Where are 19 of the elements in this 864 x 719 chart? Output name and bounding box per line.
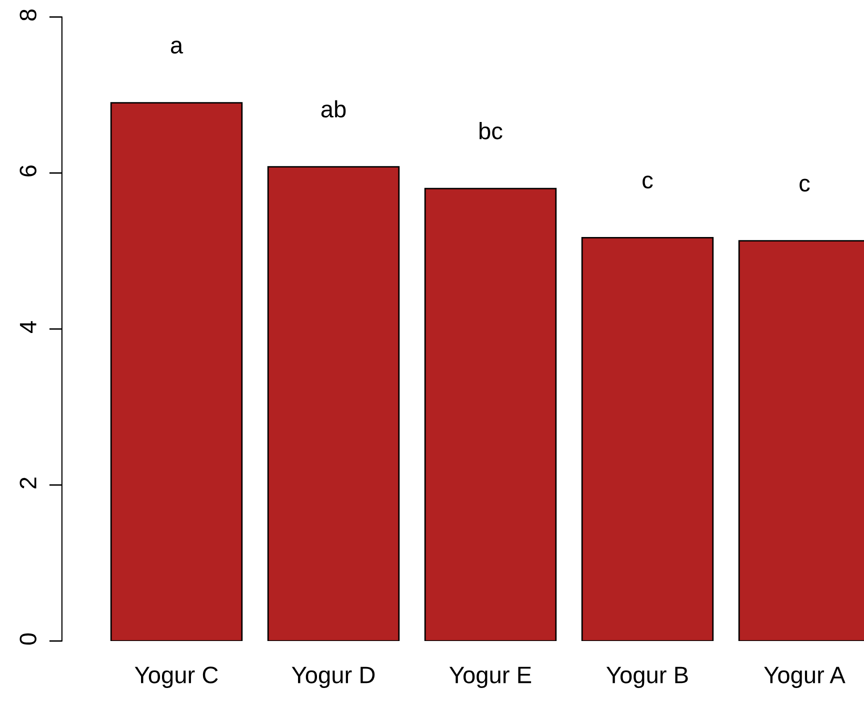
x-tick-label: Yogur C [134, 666, 218, 688]
y-tick-label: 4 [20, 321, 36, 334]
x-tick-label: Yogur A [764, 666, 846, 688]
annotation: a [170, 40, 184, 54]
x-tick-label: Yogur B [606, 666, 688, 688]
bar [424, 188, 557, 641]
annotation: bc [480, 122, 502, 140]
bar [110, 102, 243, 641]
bar [267, 166, 400, 641]
x-tick-label: Yogur E [449, 666, 532, 688]
bar [581, 237, 714, 641]
y-tick-label: 0 [20, 633, 36, 645]
y-tick-label: 2 [20, 478, 36, 488]
annotation: ab [321, 100, 346, 118]
y-tick-label: 8 [20, 9, 36, 21]
annotation: c [800, 178, 810, 192]
annotation: c [642, 176, 653, 189]
y-tick-label: 6 [20, 165, 36, 176]
x-tick-label: Yogur D [292, 666, 375, 688]
